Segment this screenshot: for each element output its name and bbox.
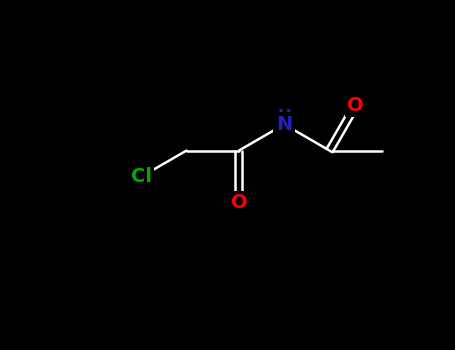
Text: Cl: Cl [131, 167, 152, 186]
Text: H: H [277, 108, 291, 126]
Text: O: O [231, 194, 247, 212]
Text: N: N [276, 115, 293, 134]
Text: O: O [348, 96, 364, 115]
